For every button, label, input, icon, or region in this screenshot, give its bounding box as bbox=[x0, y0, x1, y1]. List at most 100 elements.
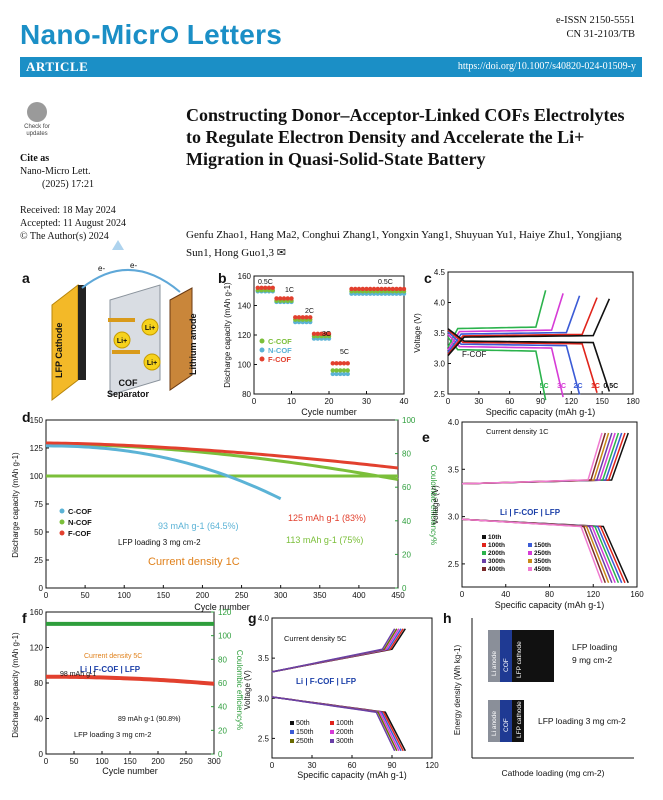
panel-d-annotation-ncof: 113 mAh g-1 (75%) bbox=[286, 535, 363, 545]
panel-f-y-tick-label: 120 bbox=[30, 644, 44, 653]
panel-b-point bbox=[394, 286, 399, 292]
panel-b-rate-label: 0.5C bbox=[258, 279, 273, 286]
panel-b-point bbox=[323, 331, 328, 337]
panel-e-y-tick-label: 2.5 bbox=[448, 560, 460, 569]
panel-b-point bbox=[330, 361, 335, 366]
panel-c-x-tick-label: 90 bbox=[536, 397, 545, 406]
li-ion-label: Li+ bbox=[117, 338, 127, 345]
panel-b-point bbox=[345, 368, 350, 373]
panel-f-y-tick-label: 80 bbox=[34, 679, 43, 688]
panel-c-rate-label: 5C bbox=[540, 383, 549, 390]
panel-b-point bbox=[319, 331, 324, 337]
panel-b-point bbox=[364, 286, 369, 292]
panel-h-top-stack-li bbox=[488, 630, 500, 682]
panel-f-y2-tick-label: 60 bbox=[218, 679, 227, 688]
panel-b-point bbox=[345, 361, 350, 366]
panel-h-y-label: Energy density (Wh kg-1) bbox=[453, 645, 462, 736]
panel-g-legend-entry: 50th bbox=[296, 720, 310, 727]
panel-c-rate-label: 1C bbox=[591, 383, 600, 390]
panel-d-x-tick-label: 450 bbox=[391, 591, 405, 600]
panel-b-point bbox=[360, 286, 365, 292]
panel-b-point bbox=[326, 331, 332, 337]
panel-c-y-tick-label: 3.0 bbox=[434, 360, 446, 369]
panel-b-x-tick-label: 30 bbox=[362, 397, 371, 406]
panel-f-y-tick-label: 160 bbox=[30, 608, 44, 617]
panel-b-point bbox=[341, 371, 347, 377]
panel-d-legend-marker bbox=[59, 530, 65, 536]
panel-b-point bbox=[341, 368, 347, 373]
panel-d-fcof-series bbox=[45, 441, 399, 470]
panel-b-point bbox=[315, 331, 320, 337]
panel-b-point bbox=[371, 286, 377, 292]
panel-b-point bbox=[274, 296, 279, 301]
panel-d-y2-tick-label: 60 bbox=[402, 483, 411, 492]
panel-c-x-tick-label: 60 bbox=[505, 397, 514, 406]
panel-g-legend-marker bbox=[330, 721, 334, 725]
panel-e-title: Current density 1C bbox=[486, 427, 549, 436]
panel-f-annotation-end: 89 mAh g-1 (90.8%) bbox=[118, 716, 181, 723]
cathode-current-collector bbox=[78, 285, 86, 380]
panel-e-legend-entry: 150th bbox=[534, 542, 551, 549]
external-circuit bbox=[81, 268, 181, 293]
panel-e-legend-marker bbox=[528, 551, 532, 555]
panel-c-charge-curve bbox=[447, 298, 611, 357]
journal-logo: Nano-Micr Letters bbox=[20, 19, 283, 50]
panel-g-legend-entry: 200th bbox=[336, 729, 354, 736]
panel-f-y2-tick-label: 40 bbox=[218, 703, 227, 712]
panel-b-x-tick-label: 0 bbox=[252, 397, 257, 406]
panel-b-legend-marker bbox=[259, 338, 265, 344]
panel-g-y-tick-label: 3.0 bbox=[258, 694, 270, 703]
panel-d-y2-tick-label: 40 bbox=[402, 517, 411, 526]
panel-c-y-tick-label: 2.5 bbox=[434, 390, 446, 399]
panel-g-legend-entry: 150th bbox=[296, 729, 314, 736]
panel-b-point bbox=[401, 286, 407, 292]
check-for-updates-badge[interactable]: Check for updates bbox=[20, 102, 54, 142]
panel-e-legend-entry: 400th bbox=[488, 566, 505, 573]
panel-b-y-tick-label: 120 bbox=[238, 331, 252, 340]
bulb-icon bbox=[112, 240, 124, 250]
author-list: Genfu Zhao1, Hang Ma2, Conghui Zhang1, Y… bbox=[186, 229, 622, 259]
panel-b-point bbox=[311, 331, 317, 337]
panel-b-legend-entry: C-COF bbox=[268, 337, 292, 346]
panel-f-y2-tick-label: 100 bbox=[218, 632, 232, 641]
panel-a-letter: a bbox=[22, 270, 30, 286]
panel-d-x-tick-label: 150 bbox=[157, 591, 171, 600]
panel-g-x-tick-label: 120 bbox=[425, 761, 439, 770]
check-for-updates-icon bbox=[27, 102, 47, 122]
panel-b: b 80 100 120 140 160 0 10 20 30 40 Discharge capaci… bbox=[218, 270, 409, 417]
panel-b-point bbox=[398, 286, 403, 292]
panel-f-y-label: Discharge capacity (mAh g-1) bbox=[11, 632, 20, 738]
panel-d-annotation-fcof: 125 mAh g-1 (83%) bbox=[288, 513, 366, 523]
panel-b-y-tick-label: 80 bbox=[242, 390, 251, 399]
panel-g-x-label: Specific capacity (mAh g-1) bbox=[297, 770, 407, 780]
separator-label-2: Separator bbox=[107, 389, 150, 399]
panel-b-x-tick-label: 40 bbox=[400, 397, 409, 406]
panel-b-point bbox=[263, 285, 268, 290]
panel-f-y-tick-label: 0 bbox=[39, 750, 44, 759]
panel-b-point bbox=[255, 285, 260, 290]
panel-b-point bbox=[386, 286, 392, 292]
panel-e-cell-label: Li | F-COF | LFP bbox=[500, 508, 561, 517]
panel-e-x-tick-label: 120 bbox=[587, 590, 601, 599]
panel-f-annotation-start: 98 mAh g-1 bbox=[60, 671, 96, 678]
panel-b-y-tick-label: 160 bbox=[238, 272, 252, 281]
panel-h-top-stack-cof-label: COF bbox=[503, 658, 510, 672]
panel-d-y2-tick-label: 80 bbox=[402, 450, 411, 459]
panel-b-point bbox=[338, 368, 343, 373]
panel-g-legend-marker bbox=[290, 730, 294, 734]
panel-c-charge-curve bbox=[447, 290, 547, 348]
panel-b-point bbox=[383, 286, 388, 292]
panel-g-y-tick-label: 4.0 bbox=[258, 614, 270, 623]
panel-f-x-tick-label: 0 bbox=[44, 757, 49, 766]
panel-f-y2-tick-label: 80 bbox=[218, 655, 227, 664]
panel-h-top-stack-li-label: Li anode bbox=[491, 651, 498, 676]
panel-e-legend-marker bbox=[482, 535, 486, 539]
panel-b-point bbox=[356, 286, 362, 292]
panel-e-legend-entry: 100th bbox=[488, 542, 505, 549]
anode-label: Lithium anode bbox=[188, 314, 198, 376]
panel-h-bottom-stack-li-label: Li anode bbox=[491, 711, 498, 736]
panel-c-y-tick-label: 3.5 bbox=[434, 329, 446, 338]
panel-b-letter: b bbox=[218, 270, 227, 286]
doi-link[interactable]: https://doi.org/10.1007/s40820-024-01509… bbox=[457, 61, 636, 72]
